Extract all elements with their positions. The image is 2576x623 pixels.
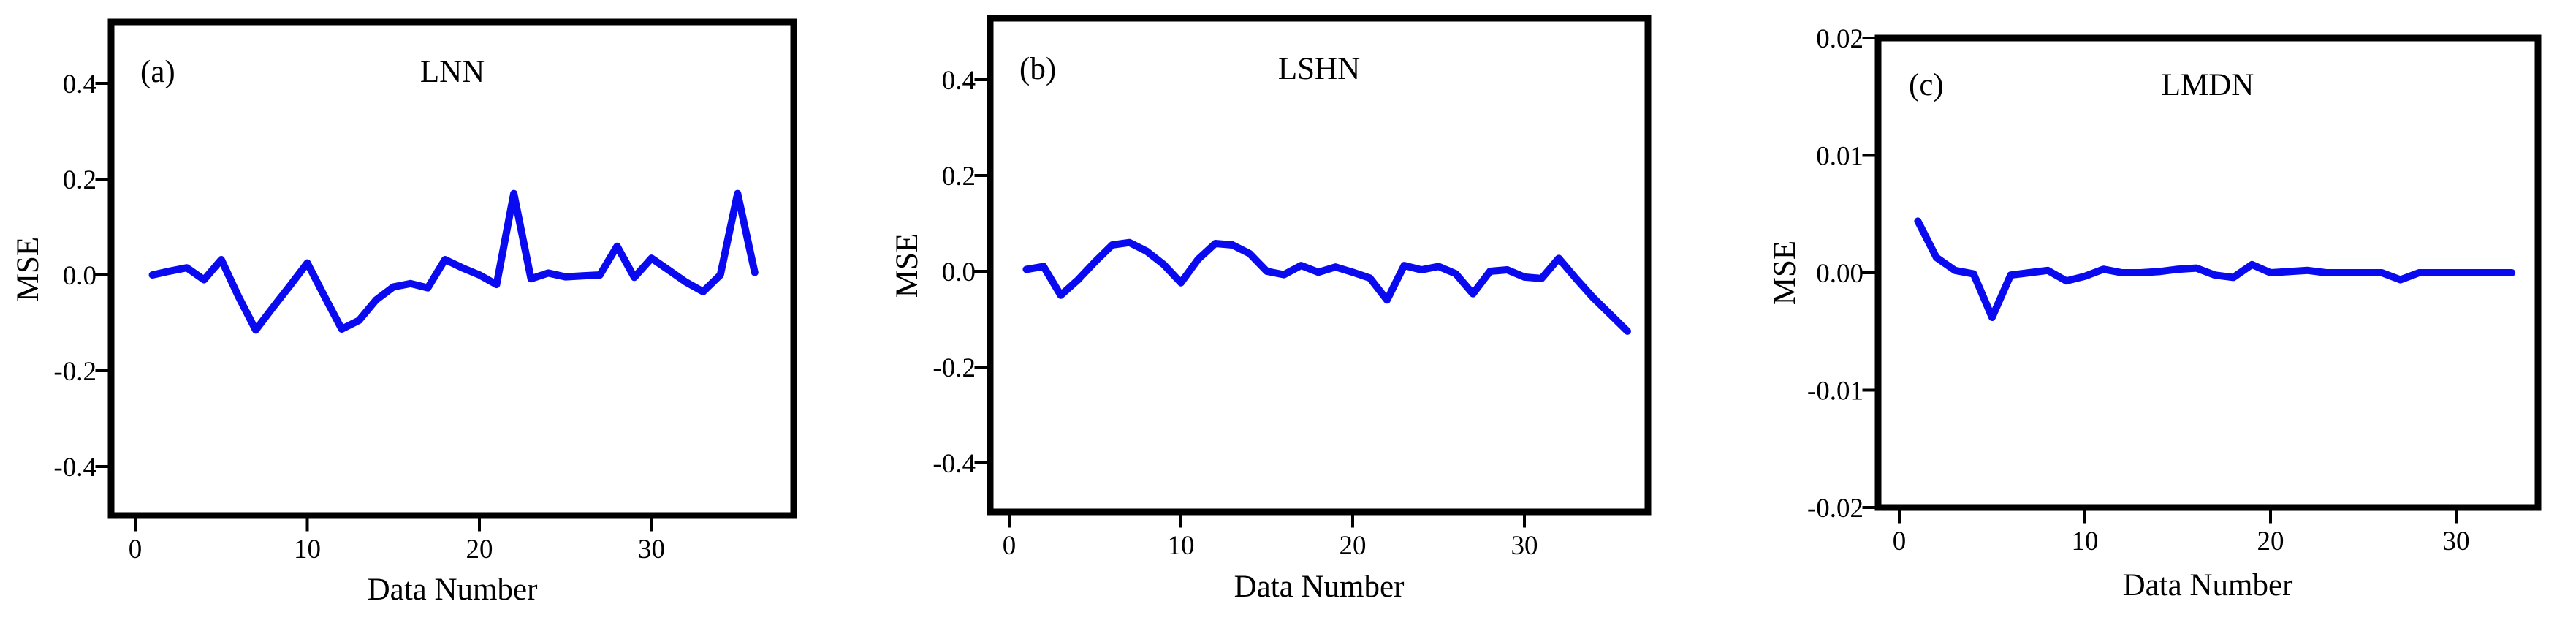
panel-letter-c: (c) — [1909, 68, 1944, 102]
y-tick-label: -0.2 — [932, 353, 976, 383]
y-tick-label: 0.4 — [63, 69, 96, 99]
plot-border — [107, 18, 797, 519]
y-axis-label-c: MSE — [1768, 241, 1802, 305]
x-tick-label: 30 — [1511, 531, 1538, 561]
x-axis-label-c: Data Number — [2123, 568, 2293, 603]
y-tick-label: -0.4 — [932, 449, 976, 479]
plot-area-b: 0 10 20 30 0.4 0.2 0.0 -0.2 -0.4 — [932, 15, 1652, 561]
y-tick-label: 0.00 — [1816, 259, 1863, 289]
x-axis-label-a: Data Number — [368, 573, 538, 607]
x-axis-label-b: Data Number — [1234, 570, 1405, 604]
y-tick-label: 0.2 — [942, 162, 976, 192]
mse-line — [1914, 217, 2516, 321]
chart-title-c: LMDN — [2162, 68, 2254, 102]
x-tick-label: 10 — [294, 535, 321, 565]
x-tick-label: 20 — [2257, 526, 2284, 556]
x-tick-label: 10 — [2072, 526, 2099, 556]
x-tick-label: 30 — [2443, 526, 2470, 556]
x-tick-label: 20 — [466, 535, 493, 565]
plot-area-a: 0 10 20 30 0.4 0.2 0.0 -0.2 -0.4 — [53, 18, 797, 565]
x-tick-label: 20 — [1340, 531, 1367, 561]
x-tick-label: 30 — [638, 535, 665, 565]
y-tick-label: -0.4 — [53, 453, 96, 483]
y-tick-label: 0.2 — [63, 165, 96, 195]
chart-panel-a: 0 10 20 30 0.4 0.2 0.0 -0.2 -0.4 (a) LNN Data Nu… — [0, 0, 859, 623]
y-tick-label: 0.02 — [1816, 24, 1863, 54]
y-axis-label-b: MSE — [890, 233, 924, 298]
chart-panel-b: 0 10 20 30 0.4 0.2 0.0 -0.2 -0.4 (b) LSHN Data N… — [859, 0, 1717, 623]
plot-area-c: 0 10 20 30 0.02 0.01 0.00 -0.01 -0.02 — [1807, 24, 2542, 556]
y-tick-label: -0.2 — [53, 357, 96, 387]
y-tick-label: 0.01 — [1816, 142, 1863, 172]
chart-panel-c: 0 10 20 30 0.02 0.01 0.00 -0.01 -0.02 (c) LMDN D… — [1717, 0, 2576, 623]
x-tick-label: 0 — [129, 535, 143, 565]
mse-line — [1022, 238, 1631, 335]
y-tick-label: 0.0 — [63, 261, 96, 291]
plot-border — [1874, 34, 2542, 511]
y-axis-label-a: MSE — [11, 237, 45, 301]
mse-line — [148, 189, 759, 334]
chart-a-canvas: 0 10 20 30 0.4 0.2 0.0 -0.2 -0.4 (a) LNN Data Nu… — [11, 18, 797, 607]
x-tick-label: 0 — [1893, 526, 1907, 556]
chart-title-b: LSHN — [1278, 52, 1360, 86]
chart-c-canvas: 0 10 20 30 0.02 0.01 0.00 -0.01 -0.02 (c) LMDN D… — [1768, 24, 2542, 603]
panel-letter-b: (b) — [1019, 52, 1056, 86]
y-tick-label: 0.4 — [942, 66, 976, 96]
chart-title-a: LNN — [420, 55, 485, 89]
y-tick-label: 0.0 — [942, 257, 976, 287]
x-tick-label: 10 — [1168, 531, 1195, 561]
panel-letter-a: (a) — [140, 55, 175, 89]
x-tick-label: 0 — [1003, 531, 1017, 561]
plot-border — [987, 15, 1652, 516]
chart-b-canvas: 0 10 20 30 0.4 0.2 0.0 -0.2 -0.4 (b) LSHN Data N… — [890, 15, 1652, 604]
y-tick-label: -0.02 — [1807, 494, 1863, 524]
y-tick-label: -0.01 — [1807, 377, 1863, 407]
